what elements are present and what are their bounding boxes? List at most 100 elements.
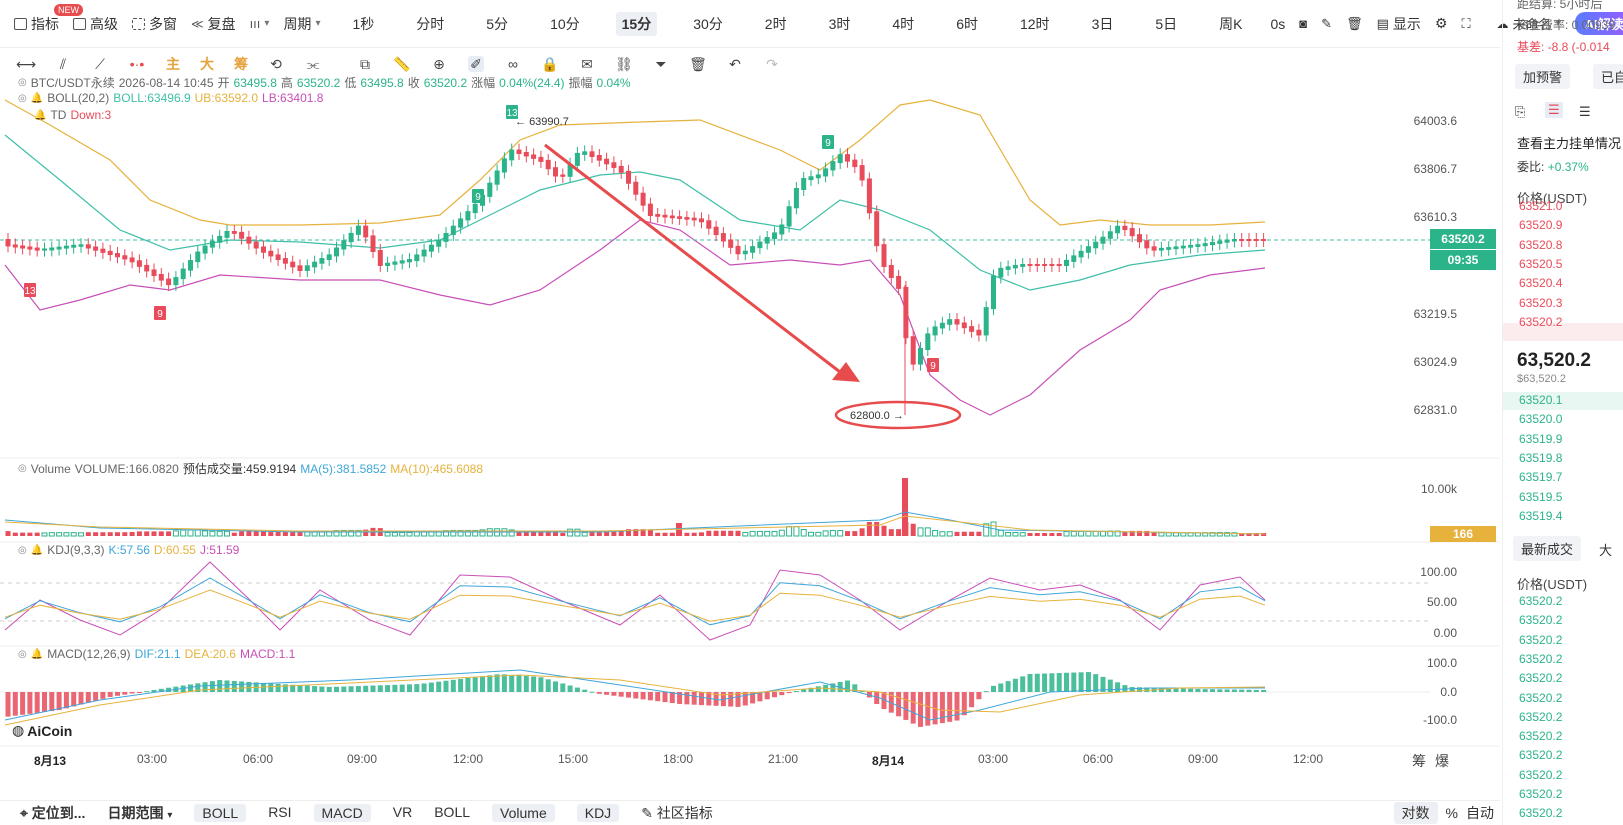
settings-button[interactable]: ⚙ (1435, 15, 1448, 32)
bid-price[interactable]: 63520.0 (1519, 412, 1563, 427)
ask-price[interactable]: 63520.2 (1519, 314, 1563, 329)
collapse-icon[interactable]: ◎ (18, 544, 27, 556)
period-tab[interactable]: 分时 (416, 15, 445, 32)
chart-type-dropdown[interactable]: ııı ▾ (250, 16, 270, 31)
liquidation-corner-label[interactable]: 爆 (1435, 753, 1449, 769)
chips-corner-label[interactable]: 筹 (1412, 753, 1426, 769)
indicator-shortcut[interactable]: Volume (492, 804, 555, 822)
indicator-shortcut[interactable]: BOLL (194, 804, 247, 822)
measure-tool[interactable]: ⫘ (305, 56, 321, 72)
advanced-button[interactable]: 高级 (73, 14, 118, 34)
add-alert-button[interactable]: 加预警 (1515, 64, 1571, 89)
main-force-tool[interactable]: 主 (166, 56, 180, 72)
ask-price[interactable]: 63521.0 (1519, 199, 1563, 213)
period-dropdown[interactable]: 周期 ▾ (283, 15, 321, 32)
bell-icon[interactable]: 🔔 (30, 544, 44, 556)
chart-area[interactable]: 13 9 9 13 9 9 ◎ BTC/USDT永续 2026-08-14 10:45 开… (0, 76, 1500, 780)
collapse-icon[interactable]: ◎ (18, 77, 27, 88)
orderbook-title[interactable]: 查看主力挂单情况 (1517, 136, 1622, 151)
redo-button[interactable]: ↷ (764, 56, 780, 72)
bid-price[interactable]: 63519.9 (1519, 431, 1563, 446)
undo-button[interactable]: ↶ (727, 56, 743, 72)
ai-analysis-button[interactable]: AI解读 (1574, 12, 1623, 35)
camera-button[interactable]: ◙ (1299, 16, 1307, 31)
orderbook-split-icon[interactable]: ☰ (1545, 102, 1563, 118)
zoom-tool[interactable]: ⊕ (431, 56, 447, 72)
period-tab[interactable]: 12时 (1019, 15, 1050, 32)
ray-line-tool[interactable]: •·• (129, 56, 145, 72)
collapse-icon[interactable]: ◎ (18, 648, 27, 660)
indicator-shortcut[interactable]: BOLL (434, 804, 471, 820)
edit-button[interactable]: ✎ (1321, 16, 1332, 32)
macd-histogram-bar (764, 692, 770, 700)
large-trades-tab[interactable]: 大 (1599, 543, 1613, 558)
sync-tool[interactable]: ⟲ (268, 56, 284, 72)
ask-price[interactable]: 63520.8 (1519, 237, 1563, 252)
parallel-line-tool[interactable]: ⫽ (55, 56, 71, 72)
bid-price[interactable]: 63519.8 (1519, 450, 1563, 465)
delete-button[interactable]: 🗑 (1346, 16, 1363, 32)
community-indicators-button[interactable]: ✎ 社区指标 (641, 805, 713, 821)
bid-price[interactable]: 63519.7 (1519, 470, 1563, 485)
indicator-shortcut[interactable]: RSI (268, 804, 292, 820)
pattern-tool[interactable]: ∞ (505, 56, 521, 72)
candle-body (71, 244, 77, 248)
ask-price[interactable]: 63520.4 (1519, 276, 1563, 291)
candle-body (49, 247, 55, 251)
period-tab[interactable]: 5分 (486, 15, 509, 32)
collapse-icon[interactable]: ◎ (18, 92, 27, 104)
filter-tool[interactable]: ⏷ (653, 56, 669, 72)
period-tab[interactable]: 周K (1219, 15, 1243, 32)
orderbook-buy-icon[interactable]: ☰ (1579, 104, 1591, 119)
chart-canvas[interactable]: 13 9 9 13 9 9 (0, 80, 1500, 780)
period-tab[interactable]: 3时 (828, 15, 851, 32)
ruler-tool[interactable]: 📏 (393, 56, 410, 72)
link-tool[interactable]: ⛓ (615, 56, 633, 72)
bell-icon[interactable]: 🔔 (34, 109, 47, 121)
indicator-shortcut[interactable]: VR (392, 804, 413, 820)
period-tab[interactable]: 5日 (1155, 15, 1178, 32)
copy-tool[interactable]: ⧉ (357, 56, 373, 72)
indicator-shortcut[interactable]: MACD (313, 804, 371, 822)
percent-scale-toggle[interactable]: % (1445, 805, 1458, 821)
period-tab[interactable]: 3日 (1091, 15, 1114, 32)
ask-price[interactable]: 63520.9 (1519, 218, 1563, 233)
period-tab[interactable]: 1秒 (352, 15, 375, 32)
log-scale-toggle[interactable]: 对数 (1393, 802, 1438, 824)
trend-line-tool[interactable]: ⟋ (92, 56, 108, 72)
fullscreen-button[interactable]: ⛶ (1461, 16, 1470, 32)
clear-tool[interactable]: 🗑 (689, 56, 707, 72)
period-tab[interactable]: 6时 (956, 15, 978, 32)
chips-tool[interactable]: 筹 (234, 56, 248, 72)
period-tab[interactable]: 10分 (550, 15, 580, 32)
bid-price[interactable]: 63519.5 (1519, 489, 1563, 504)
date-range-dropdown[interactable]: 日期范围 ▾ (107, 805, 173, 821)
lock-tool[interactable]: 🔒 (541, 56, 558, 72)
latest-trades-tab[interactable]: 最新成交 (1513, 536, 1582, 561)
ask-price[interactable]: 63520.3 (1519, 295, 1563, 310)
auto-button[interactable]: 已自 (1593, 64, 1623, 89)
note-tool[interactable]: ✉ (579, 56, 595, 72)
period-tab[interactable]: 2时 (764, 15, 787, 32)
large-order-tool[interactable]: 大 (200, 56, 214, 72)
period-tab[interactable]: 30分 (693, 15, 723, 32)
locate-button[interactable]: ⌖ 定位到... (20, 805, 86, 821)
countdown-toggle[interactable]: 0s (1270, 15, 1286, 32)
orderbook-view-icon[interactable]: ⎘ (1515, 104, 1526, 119)
indicator-shortcut[interactable]: KDJ (576, 804, 620, 822)
period-tab[interactable]: 4时 (892, 15, 915, 32)
replay-button[interactable]: ≪ 复盘 (191, 15, 236, 32)
bid-price[interactable]: 63520.1 (1519, 393, 1563, 407)
bell-icon[interactable]: 🔔 (30, 92, 44, 104)
collapse-icon[interactable]: ◎ (18, 463, 27, 474)
display-button[interactable]: ▤ 显示 (1376, 15, 1421, 32)
multiwindow-button[interactable]: 多窗 (132, 14, 177, 34)
auto-scale-toggle[interactable]: 自动 (1466, 805, 1494, 821)
magnet-tool[interactable]: ✐ (468, 56, 484, 72)
horizontal-line-tool[interactable]: ⟷ (16, 56, 36, 72)
bell-icon[interactable]: 🔔 (30, 648, 44, 660)
bid-price[interactable]: 63519.4 (1519, 508, 1563, 523)
ask-price[interactable]: 63520.5 (1519, 256, 1563, 271)
period-tab[interactable]: 15分 (615, 11, 658, 36)
indicator-button[interactable]: 指标 NEW (14, 3, 83, 34)
